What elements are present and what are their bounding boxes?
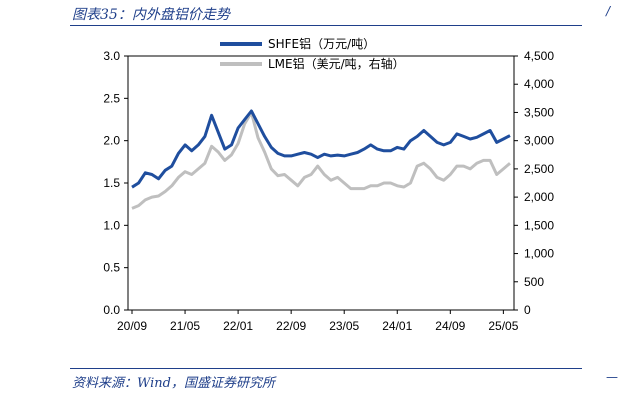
legend-label-lme: LME铝（美元/吨，右轴） — [268, 56, 405, 71]
source-rule — [70, 368, 582, 369]
x-tick-label: 20/09 — [117, 319, 147, 333]
left-axis: 0.0 0.5 1.0 1.5 2.0 2.5 3.0 — [103, 49, 128, 317]
series-line-lme — [131, 110, 511, 210]
title-rule — [70, 25, 582, 26]
right-tick-label: 4,000 — [524, 77, 554, 91]
right-tick-label: 3,500 — [524, 105, 554, 119]
x-tick-label: 22/09 — [276, 319, 306, 333]
left-tick-label: 1.5 — [103, 176, 120, 190]
left-tick-label: 2.5 — [103, 91, 120, 105]
x-axis: 20/09 21/05 22/01 22/09 23/05 24/01 24/09 25/05 — [117, 310, 519, 333]
left-tick-label: 3.0 — [103, 49, 120, 63]
legend-label-shfe: SHFE铝（万元/吨） — [268, 36, 375, 51]
x-tick-label: 24/01 — [382, 319, 412, 333]
right-tick-label: 1,000 — [524, 247, 554, 261]
left-tick-label: 1.0 — [103, 218, 120, 232]
x-tick-label: 25/05 — [488, 319, 518, 333]
plot-area — [127, 55, 515, 311]
adjacent-page-rule-marker: — — [606, 370, 618, 384]
series-line-shfe — [131, 109, 511, 189]
legend: SHFE铝（万元/吨） LME铝（美元/吨，右轴） — [220, 36, 405, 71]
right-tick-label: 0 — [524, 303, 531, 317]
right-tick-label: 4,500 — [524, 49, 554, 63]
adjacent-page-marker: / — [606, 4, 611, 18]
right-tick-label: 3,000 — [524, 134, 554, 148]
figure-title: 图表35：内外盘铝价走势 — [72, 7, 230, 23]
right-tick-label: 1,500 — [524, 218, 554, 232]
x-tick-label: 21/05 — [170, 319, 200, 333]
left-tick-label: 2.0 — [103, 134, 120, 148]
right-tick-label: 2,000 — [524, 190, 554, 204]
right-tick-label: 500 — [524, 275, 544, 289]
left-tick-label: 0.5 — [103, 261, 120, 275]
x-tick-label: 22/01 — [223, 319, 253, 333]
source-note: 资料来源：Wind，国盛证券研究所 — [72, 376, 275, 391]
x-tick-label: 24/09 — [435, 319, 465, 333]
left-tick-label: 0.0 — [103, 303, 120, 317]
right-axis: 0 500 1,000 1,500 2,000 2,500 3,000 3,500 4,000 4… — [514, 49, 554, 317]
series-lines — [131, 109, 511, 210]
x-tick-label: 23/05 — [329, 319, 359, 333]
right-tick-label: 2,500 — [524, 162, 554, 176]
